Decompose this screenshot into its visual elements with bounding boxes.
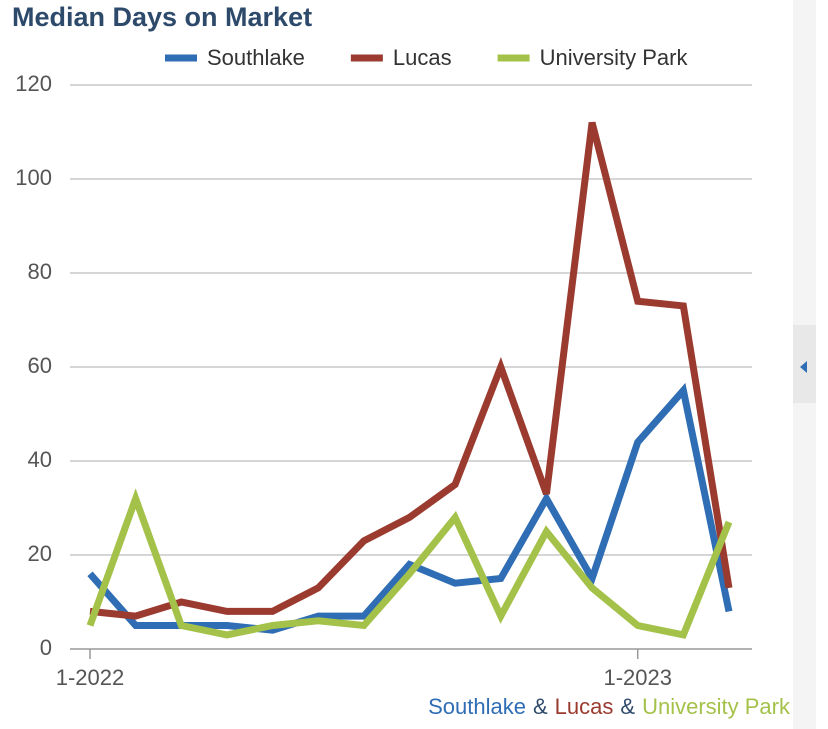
legend-label: Lucas [393,45,452,70]
y-tick-label: 0 [40,635,52,660]
footer-text: Southlake [428,694,526,719]
legend-label: University Park [540,45,689,70]
x-tick-label: 1-2023 [603,665,672,690]
x-tick-label: 1-2022 [56,665,125,690]
series-line [89,121,733,620]
y-tick-label: 40 [28,447,52,472]
series-line [86,488,733,639]
y-tick-label: 120 [15,71,52,96]
y-tick-label: 100 [15,165,52,190]
footer-text: & [620,694,635,719]
y-tick-label: 80 [28,259,52,284]
footer-text: University Park [642,694,791,719]
series-line [87,382,733,634]
collapse-arrow[interactable] [800,361,807,373]
chart-title: Median Days on Market [12,2,312,32]
y-tick-label: 60 [28,353,52,378]
legend-label: Southlake [207,45,305,70]
y-tick-label: 20 [28,541,52,566]
footer-text: & [533,694,548,719]
footer-text: Lucas [555,694,614,719]
